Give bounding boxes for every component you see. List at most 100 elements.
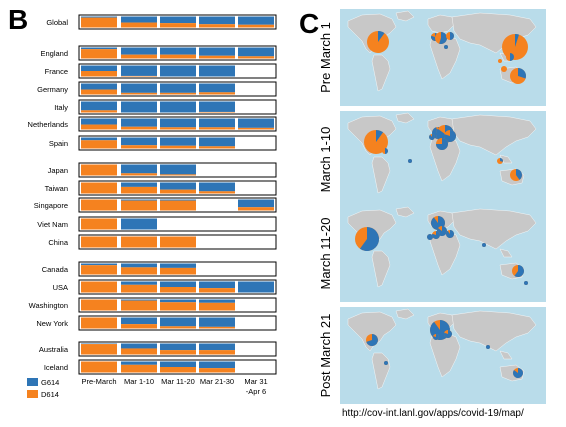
row-frame (78, 180, 277, 196)
frequency-pie (444, 130, 456, 142)
pie-slice (450, 32, 454, 40)
pie-slice (439, 32, 447, 44)
pie-slice (510, 53, 514, 61)
g614-bar (199, 343, 235, 351)
continent-shape (371, 250, 391, 288)
d614-bar (81, 317, 117, 329)
d614-bar (160, 174, 196, 176)
frequency-pie (513, 368, 523, 378)
row-label: France (45, 67, 68, 76)
pie-slice (427, 234, 433, 240)
d614-bar (238, 56, 274, 59)
d614-bar (121, 364, 157, 373)
d614-bar (121, 54, 157, 59)
d614-bar (238, 24, 274, 28)
source-url[interactable]: http://cov-int.lanl.gov/apps/covid-19/ma… (342, 408, 524, 419)
continent-shape (371, 54, 391, 92)
row-label: Canada (42, 265, 69, 274)
d614-bar (81, 124, 117, 130)
g614-bar (199, 65, 235, 77)
map-period-label: March 1-10 (318, 127, 333, 193)
g614-bar (160, 137, 196, 146)
d614-bar (81, 71, 117, 77)
d614-bar (199, 191, 235, 194)
d614-bar (121, 126, 157, 130)
g614-bar (81, 16, 117, 18)
continent-shape (347, 311, 397, 352)
d614-bar (81, 236, 117, 248)
d614-bar (160, 267, 196, 275)
row-label: Global (46, 18, 68, 27)
frequency-pie (502, 34, 528, 60)
d614-bar (199, 302, 235, 311)
d614-bar (121, 200, 157, 211)
frequency-pie (384, 361, 388, 365)
frequency-pie (408, 159, 412, 163)
g614-bar (160, 361, 196, 367)
g614-bar (81, 101, 117, 111)
d614-bar (160, 302, 196, 311)
world-map (340, 111, 546, 208)
frequency-pie (506, 53, 514, 61)
g614-bar (121, 263, 157, 268)
row-label: Spain (49, 139, 68, 148)
frequency-pie (429, 134, 435, 140)
d614-bar (199, 368, 235, 373)
legend-swatch (27, 390, 38, 398)
row-label: Singapore (34, 201, 68, 210)
d614-bar (81, 199, 117, 211)
d614-bar (81, 182, 117, 194)
frequency-pie (512, 265, 524, 277)
d614-bar (199, 350, 235, 355)
pie-slice (498, 59, 502, 63)
g614-bar (199, 182, 235, 192)
frequency-pie (355, 227, 379, 251)
g614-bar (160, 317, 196, 327)
d614-bar (160, 145, 196, 149)
pie-slice (514, 265, 524, 277)
d614-bar (238, 127, 274, 130)
pie-slice (385, 148, 388, 154)
g614-bar (160, 281, 196, 287)
continent-shape (395, 112, 415, 124)
g614-bar (199, 83, 235, 93)
x-tick-label: Mar 21-30 (200, 377, 234, 386)
g614-bar (199, 317, 235, 327)
g614-bar (121, 317, 157, 325)
pie-slice (408, 159, 412, 163)
d614-bar (81, 164, 117, 176)
g614-bar (81, 83, 117, 90)
legend-swatch (27, 378, 38, 386)
g614-bar (121, 101, 157, 113)
row-label: Germany (37, 85, 68, 94)
row-frame (78, 116, 277, 132)
continent-shape (371, 156, 391, 194)
g614-bar (199, 281, 235, 289)
d614-bar (199, 24, 235, 28)
continent-shape (451, 114, 537, 156)
g614-bar (81, 263, 117, 266)
g614-bar (238, 47, 274, 57)
row-frame (78, 197, 277, 213)
d614-bar (160, 367, 196, 373)
continent-shape (427, 14, 455, 34)
row-frame (78, 315, 277, 331)
g614-bar (81, 137, 117, 141)
pie-slice (444, 45, 448, 49)
g614-bar (81, 47, 117, 50)
d614-bar (81, 265, 117, 275)
pie-slice (482, 243, 486, 247)
row-label: Washington (29, 301, 68, 310)
row-frame (78, 297, 277, 313)
g614-bar (160, 65, 196, 77)
row-label: Viet Nam (37, 220, 68, 229)
d614-bar (238, 207, 274, 211)
d614-bar (121, 324, 157, 329)
d614-bar (121, 300, 157, 311)
d614-bar (160, 127, 196, 130)
pie-slice (429, 134, 435, 140)
d614-bar (81, 218, 117, 230)
g614-bar (238, 16, 274, 25)
d614-bar (81, 110, 117, 113)
pie-slice (444, 330, 452, 338)
